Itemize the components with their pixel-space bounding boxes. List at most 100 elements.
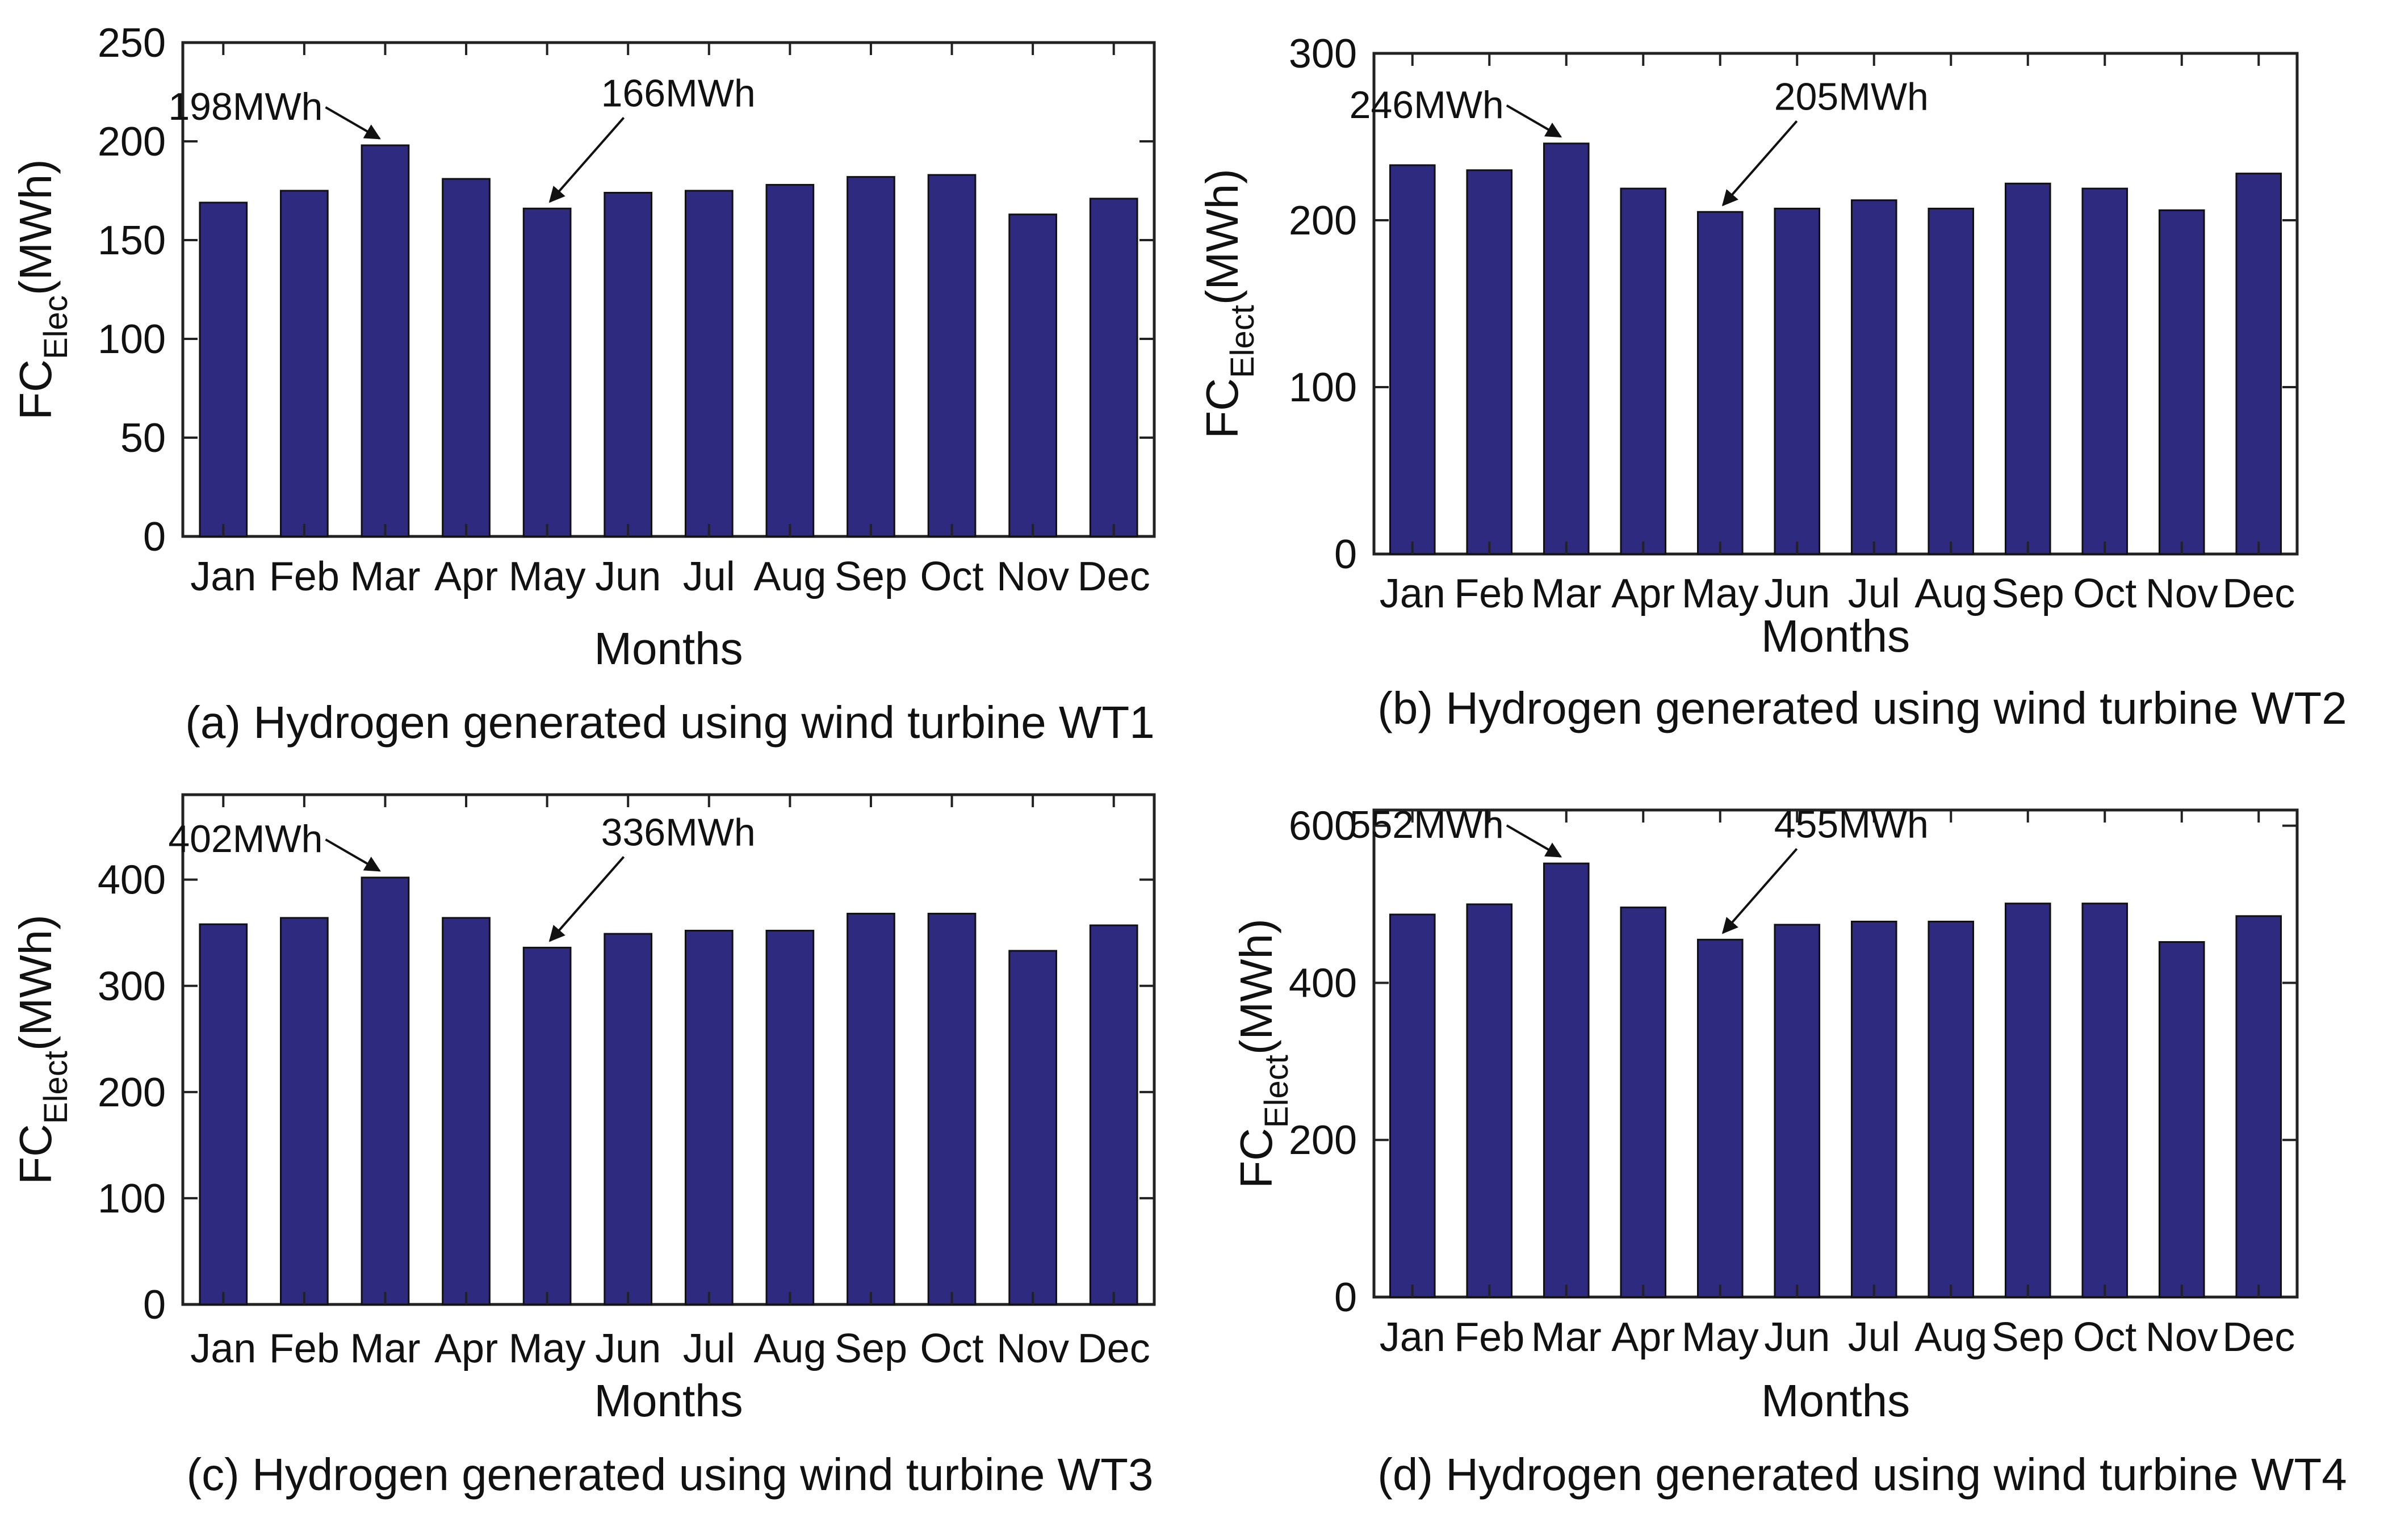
annotation-arrow: [548, 117, 625, 203]
x-tick-label: Nov: [2146, 1315, 2218, 1360]
bar-jan: [199, 923, 248, 1306]
bar-oct: [2081, 903, 2129, 1298]
x-tick-label: Jul: [683, 554, 735, 599]
y-tick-label: 400: [98, 858, 166, 903]
bar-mar: [361, 144, 410, 538]
bar-may: [522, 207, 572, 538]
y-axis-label: FCElec(MWh): [10, 159, 74, 419]
annotation-label: 246MWh: [1350, 83, 1504, 127]
y-axis-label-unit: (MWh): [1231, 918, 1281, 1055]
bar-jul: [1850, 921, 1897, 1298]
bar-nov: [2158, 209, 2205, 555]
x-tick-label: Sep: [1992, 1315, 2064, 1360]
x-tick-label: Apr: [1611, 571, 1675, 616]
annotation-label: 552MWh: [1350, 803, 1504, 846]
y-tick-label: 300: [98, 964, 166, 1009]
x-tick-label: Mar: [1531, 571, 1602, 616]
bar-nov: [1008, 213, 1057, 538]
x-tick-label: Sep: [835, 554, 907, 599]
y-axis-label-subscript: Elect: [1224, 305, 1261, 378]
x-tick-label: Jun: [595, 554, 661, 599]
y-axis-label-main: FC: [1231, 1128, 1281, 1189]
y-axis-label: FCElect(MWh): [1231, 918, 1295, 1189]
x-tick-label: Aug: [1914, 571, 1987, 616]
y-axis-label-unit: (MWh): [10, 159, 61, 295]
x-tick-label: Nov: [2146, 571, 2218, 616]
x-tick-label: Mar: [1531, 1315, 1602, 1360]
y-tick-label: 0: [143, 514, 166, 560]
bar-dec: [2235, 173, 2282, 555]
y-axis-label-main: FC: [1197, 378, 1247, 439]
y-axis-label-main: FC: [10, 1124, 61, 1185]
bar-may: [522, 946, 572, 1306]
annotation-arrow: [548, 856, 625, 942]
plot-frame: [1372, 52, 2299, 556]
x-tick-label: Apr: [434, 554, 498, 599]
x-tick-label: Nov: [996, 554, 1069, 599]
bar-may: [1696, 211, 1744, 555]
panel-caption: (a) Hydrogen generated using wind turbin…: [185, 697, 1155, 748]
x-tick-label: Feb: [269, 554, 340, 599]
x-tick-label: Nov: [996, 1326, 1069, 1371]
bar-dec: [1089, 924, 1138, 1306]
annotation-arrow: [1506, 824, 1562, 858]
y-axis-label-unit: (MWh): [1197, 169, 1247, 305]
y-tick-label: 0: [1334, 532, 1357, 577]
y-axis-label-unit: (MWh): [10, 914, 61, 1051]
x-tick-label: Oct: [2073, 1315, 2136, 1360]
bar-jan: [199, 202, 248, 538]
y-tick-label: 400: [1289, 960, 1357, 1006]
x-axis-label: Months: [1761, 611, 1910, 661]
y-tick-label: 0: [1334, 1275, 1357, 1320]
y-tick-label: 150: [98, 218, 166, 263]
x-tick-label: Jun: [595, 1326, 661, 1371]
x-tick-label: May: [509, 554, 586, 599]
x-tick-label: May: [509, 1326, 586, 1371]
x-tick-label: Apr: [1611, 1315, 1675, 1360]
y-tick-label: 300: [1289, 31, 1357, 77]
chart-panel-c: 0 100 200 300 400 Jan Feb Mar Apr May Jun Jul Aug Sep…: [10, 793, 1156, 1500]
bar-feb: [280, 917, 329, 1306]
bar-apr: [442, 917, 491, 1306]
x-tick-label: Jan: [190, 554, 256, 599]
y-tick-label: 200: [98, 1070, 166, 1115]
x-tick-label: Feb: [1454, 1315, 1524, 1360]
bar-dec: [1089, 198, 1138, 538]
y-axis-label-subscript: Elect: [37, 1051, 74, 1124]
bar-feb: [1466, 169, 1513, 555]
bar-oct: [927, 913, 977, 1306]
annotation-label: 402MWh: [168, 817, 322, 861]
bar-mar: [1543, 862, 1590, 1298]
x-tick-label: May: [1682, 571, 1759, 616]
x-tick-label: Jun: [1764, 571, 1830, 616]
y-axis-label: FCElect(MWh): [10, 914, 74, 1185]
annotation-arrow: [1721, 120, 1798, 207]
bar-jun: [1774, 207, 1821, 555]
x-tick-label: Jan: [1380, 571, 1446, 616]
bar-jul: [1850, 199, 1897, 555]
y-axis-label-main: FC: [10, 359, 61, 420]
chart-panel-b: 0 100 200 300 Jan Feb Mar Apr May Jun Jul Aug Sep Oct…: [1197, 31, 2347, 733]
bar-jun: [1774, 924, 1821, 1298]
bar-jan: [1389, 913, 1436, 1298]
x-tick-label: Aug: [753, 554, 826, 599]
y-tick-label: 0: [143, 1282, 166, 1328]
bar-aug: [1928, 207, 1975, 555]
y-tick-label: 200: [1289, 198, 1357, 244]
x-tick-label: Mar: [350, 1326, 420, 1371]
bar-apr: [1620, 187, 1667, 555]
bar-feb: [1466, 903, 1513, 1298]
bar-apr: [442, 178, 491, 538]
x-tick-label: Jan: [1380, 1315, 1446, 1360]
x-tick-label: Apr: [434, 1326, 498, 1371]
x-tick-label: Jan: [190, 1326, 256, 1371]
x-tick-label: Sep: [835, 1326, 907, 1371]
bar-aug: [1928, 921, 1975, 1298]
bar-dec: [2235, 915, 2282, 1298]
x-tick-label: Dec: [1078, 1326, 1150, 1371]
y-tick-label: 100: [98, 1176, 166, 1222]
chart-panel-a: 0 50 100 150 200 250 Jan Feb Mar Apr May Jun Jul Aug S…: [10, 20, 1156, 748]
x-tick-label: Dec: [2222, 571, 2295, 616]
x-tick-label: Aug: [753, 1326, 826, 1371]
